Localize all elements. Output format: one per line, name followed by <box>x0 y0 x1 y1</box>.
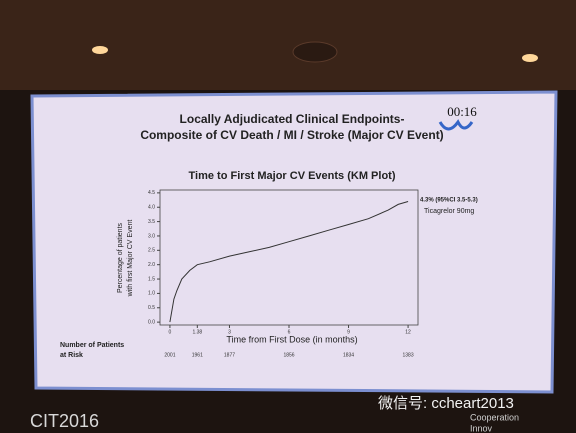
at-risk-count: 1856 <box>283 352 294 358</box>
y-tick-label: 1.5 <box>148 276 155 282</box>
logo <box>438 119 474 131</box>
y-tick-label: 2.0 <box>148 262 155 268</box>
x-tick-label: 6 <box>288 329 291 335</box>
y-tick-label: 1.0 <box>148 291 155 297</box>
annotation: Ticagrelor 90mg <box>424 208 474 215</box>
y-tick-label: 0.5 <box>148 305 155 311</box>
chart-title: Time to First Major CV Events (KM Plot) <box>189 170 396 182</box>
annotation: 4.3% (95%CI 3.5-5.3) <box>420 198 478 204</box>
risk-label: Number of Patients <box>60 342 124 349</box>
x-tick-label: 3 <box>228 329 231 335</box>
y-tick-label: 3.0 <box>148 233 155 239</box>
slide <box>30 90 558 394</box>
y-axis-label: with first Major CV Event <box>127 220 134 298</box>
y-tick-label: 4.5 <box>148 190 155 196</box>
x-tick-label: 0 <box>169 329 172 335</box>
risk-label: at Risk <box>60 352 83 359</box>
footer-right: Innov <box>470 423 493 433</box>
y-tick-label: 0.0 <box>148 319 155 325</box>
slide-title: Composite of CV Death / MI / Stroke (Maj… <box>140 128 443 142</box>
ceiling-light <box>92 46 108 54</box>
y-axis-label: Percentage of patients <box>117 222 124 293</box>
footer-left: CIT2016 <box>30 411 99 431</box>
ceiling-light <box>522 54 538 62</box>
at-risk-count: 1877 <box>224 352 235 358</box>
timer: 00:16 <box>447 104 477 119</box>
watermark: 微信号: ccheart2013 <box>378 395 514 412</box>
x-tick-label: 12 <box>405 329 411 335</box>
x-tick-label: 1.38 <box>192 329 202 335</box>
footer-right: Cooperation <box>470 412 519 422</box>
at-risk-count: 1961 <box>192 352 203 358</box>
at-risk-count: 1383 <box>403 352 414 358</box>
y-tick-label: 3.5 <box>148 219 155 225</box>
ceiling <box>0 0 576 90</box>
at-risk-count: 1834 <box>343 352 354 358</box>
at-risk-count: 2001 <box>164 352 175 358</box>
x-axis-label: Time from First Dose (in months) <box>226 334 357 344</box>
slide-title: Locally Adjudicated Clinical Endpoints- <box>180 112 405 126</box>
ceiling-fixture <box>292 41 338 63</box>
y-tick-label: 2.5 <box>148 248 155 254</box>
km-curve <box>169 201 409 323</box>
y-tick-label: 4.0 <box>148 205 155 211</box>
x-tick-label: 9 <box>347 329 350 335</box>
